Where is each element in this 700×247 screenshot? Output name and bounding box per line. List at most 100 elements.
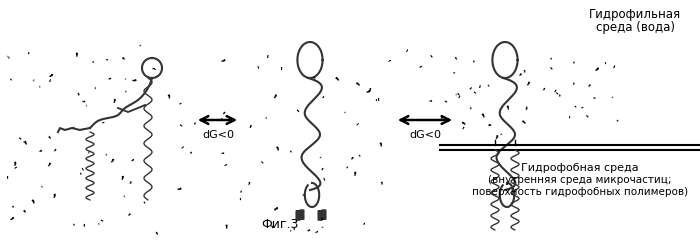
Text: ': ' — [105, 58, 114, 64]
Text: ': ' — [440, 115, 447, 125]
Text: ,: , — [111, 93, 116, 103]
Text: ,: , — [247, 177, 251, 186]
Text: ': ' — [235, 190, 241, 200]
Text: ,: , — [11, 156, 18, 166]
Text: ': ' — [144, 67, 153, 72]
Text: ': ' — [6, 166, 17, 174]
Text: ': ' — [615, 119, 624, 127]
Text: ': ' — [573, 105, 582, 111]
Text: ': ' — [292, 227, 296, 237]
Text: ,: , — [130, 75, 141, 82]
Text: ': ' — [286, 229, 292, 235]
Text: ,: , — [248, 120, 252, 129]
Text: ': ' — [307, 230, 318, 237]
Text: ': ' — [316, 166, 325, 176]
Text: ,: , — [177, 99, 183, 105]
Text: ': ' — [444, 98, 454, 106]
Text: ,: , — [221, 106, 228, 116]
Text: ': ' — [6, 54, 12, 60]
Text: ': ' — [450, 92, 456, 96]
Text: ': ' — [6, 175, 10, 185]
Text: ,: , — [503, 99, 510, 110]
Text: ,: , — [363, 219, 365, 225]
Text: ': ' — [289, 150, 297, 158]
Text: ,: , — [517, 116, 527, 124]
Text: ': ' — [256, 65, 262, 75]
Text: ,: , — [219, 54, 230, 63]
Text: Фиг.3: Фиг.3 — [261, 219, 299, 231]
Text: ,: , — [427, 96, 436, 103]
Text: ': ' — [132, 43, 140, 51]
Text: ': ' — [555, 89, 564, 98]
Text: ,: , — [128, 154, 136, 163]
Text: ': ' — [83, 104, 88, 110]
Text: ,: , — [525, 76, 531, 86]
Text: ': ' — [340, 165, 348, 174]
Text: ': ' — [316, 96, 323, 105]
Text: ,: , — [305, 225, 314, 233]
Text: ': ' — [238, 198, 242, 207]
Text: ': ' — [469, 60, 474, 69]
Text: ,: , — [524, 103, 528, 109]
Text: ': ' — [603, 62, 606, 71]
Text: Гидрофобная среда: Гидрофобная среда — [522, 163, 639, 173]
Text: Гидрофильная: Гидрофильная — [589, 8, 681, 21]
Text: ,: , — [272, 201, 281, 211]
Text: ': ' — [567, 115, 570, 125]
Text: ': ' — [473, 89, 483, 97]
Text: ': ' — [462, 86, 472, 95]
Text: ,: , — [128, 176, 132, 185]
Text: ,: , — [319, 212, 325, 222]
Text: ,: , — [151, 227, 160, 235]
Text: ': ' — [18, 134, 27, 143]
Text: ': ' — [72, 223, 79, 232]
Text: ,: , — [377, 177, 385, 186]
Text: ,: , — [592, 94, 598, 100]
Text: ': ' — [344, 110, 349, 116]
Text: ': ' — [152, 66, 162, 74]
Text: ': ' — [377, 97, 380, 107]
Text: ,: , — [330, 73, 341, 81]
Text: ': ' — [429, 53, 438, 62]
Text: ,: , — [118, 53, 127, 60]
Text: ,: , — [272, 88, 279, 99]
Text: ': ' — [381, 59, 391, 66]
Text: ,: , — [349, 151, 356, 161]
Text: ': ' — [584, 113, 594, 122]
Text: ': ' — [456, 91, 465, 101]
Text: ': ' — [477, 84, 482, 95]
Text: ,: , — [272, 140, 281, 151]
Text: ': ' — [120, 77, 126, 82]
Text: ,: , — [18, 206, 28, 214]
Text: ': ' — [457, 125, 465, 135]
Text: ,: , — [522, 65, 526, 74]
Text: ': ' — [97, 222, 100, 231]
Text: ,: , — [218, 113, 225, 122]
Text: ': ' — [608, 95, 614, 100]
Text: ': ' — [550, 57, 556, 66]
Text: ,: , — [52, 188, 57, 198]
Text: ': ' — [486, 84, 492, 93]
Text: ': ' — [46, 78, 52, 89]
Text: ,: , — [9, 202, 15, 208]
Text: ,: , — [218, 148, 228, 155]
Text: ,: , — [368, 83, 372, 92]
Text: ,: , — [47, 156, 53, 167]
Text: ': ' — [84, 151, 89, 160]
Text: ,: , — [365, 84, 375, 94]
Text: ,: , — [571, 78, 575, 85]
Text: ,: , — [20, 137, 29, 145]
Text: ,: , — [541, 82, 547, 92]
Text: ,: , — [52, 144, 58, 153]
Text: ': ' — [295, 108, 304, 117]
Text: ': ' — [317, 225, 323, 229]
Text: ': ' — [190, 122, 195, 132]
Text: ': ' — [280, 66, 284, 76]
Text: ': ' — [570, 61, 575, 70]
Text: ': ' — [78, 172, 84, 181]
Text: ': ' — [121, 90, 126, 99]
Text: ,: , — [27, 194, 36, 205]
Text: ,: , — [517, 68, 525, 78]
Text: ': ' — [453, 95, 461, 105]
Text: ': ' — [29, 79, 34, 88]
